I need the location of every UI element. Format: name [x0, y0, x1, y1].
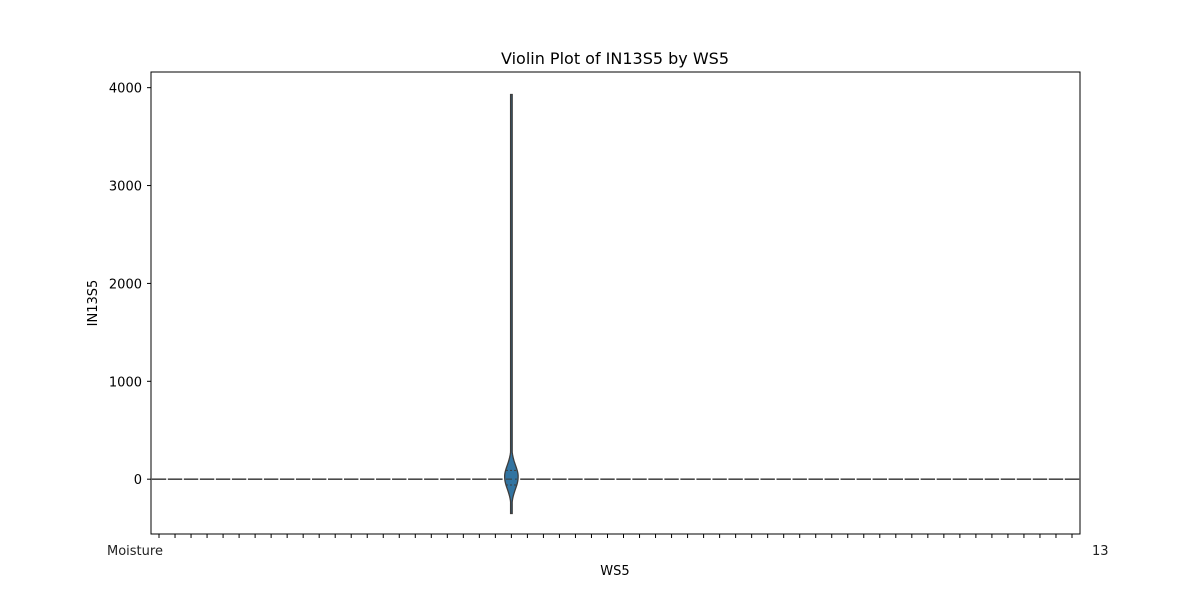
main-violin-group	[504, 93, 519, 515]
x-tick-label-last: 13	[1092, 544, 1109, 559]
x-ticks	[158, 534, 1073, 538]
x-tick-labels: Moisture 13	[107, 544, 1109, 559]
y-tick-label: 4000	[109, 82, 142, 97]
y-axis-label: IN13S5	[86, 280, 101, 327]
y-tick-label: 3000	[109, 180, 142, 195]
x-tick-label-first: Moisture	[107, 544, 163, 559]
plot-frame	[150, 71, 1081, 535]
y-tick-label: 0	[134, 473, 142, 488]
y-ticks: 0 1000 2000 3000 4000	[109, 82, 151, 488]
y-tick-label: 2000	[109, 277, 142, 292]
y-tick-label: 1000	[109, 375, 142, 390]
main-violin	[504, 93, 519, 515]
x-axis-label: WS5	[600, 564, 629, 579]
chart-title: Violin Plot of IN13S5 by WS5	[501, 49, 729, 68]
